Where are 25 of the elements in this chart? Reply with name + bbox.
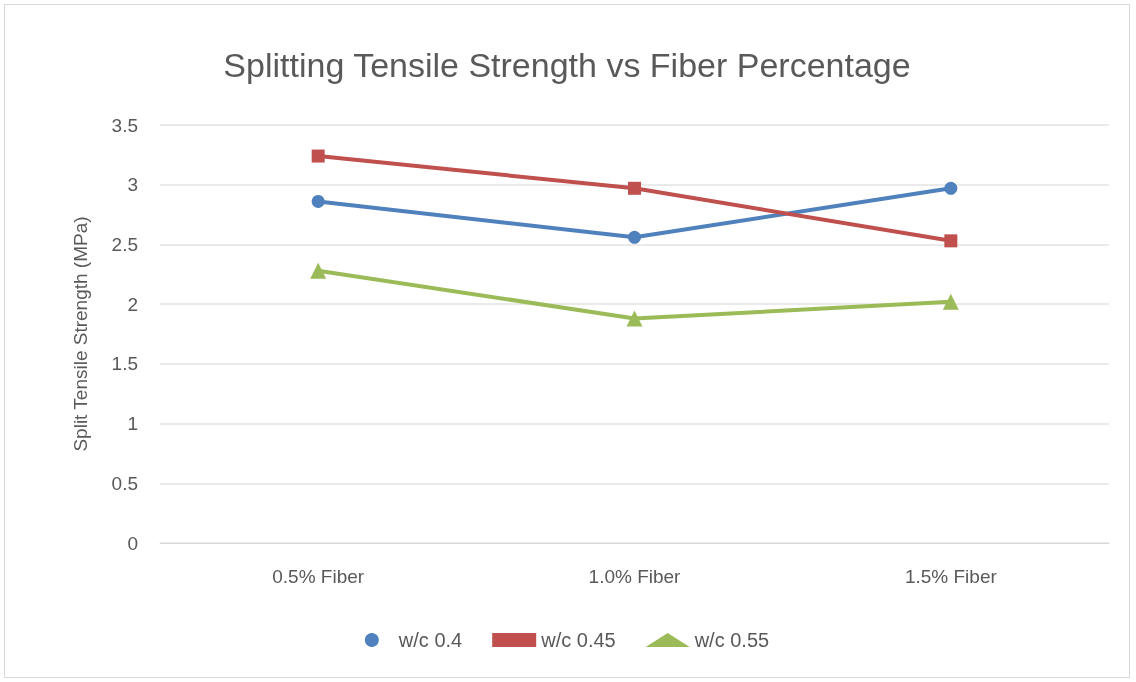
- y-tick-label: 1.5: [111, 353, 138, 375]
- x-tick-label: 1.0% Fiber: [588, 566, 682, 587]
- y-tick-label: 0.5: [111, 472, 138, 494]
- point: [942, 293, 959, 310]
- chart-title: Splitting Tensile Strength vs Fiber Percentage: [223, 46, 911, 84]
- point: [628, 230, 641, 244]
- y-tick-label: 0: [127, 532, 138, 554]
- point: [944, 234, 958, 248]
- y-tick-label: 3: [127, 174, 138, 196]
- legend-label: w/c 0.4: [397, 629, 463, 651]
- legend-label: w/c 0.45: [540, 629, 616, 651]
- point: [311, 194, 325, 208]
- legend-label: w/c 0.55: [693, 629, 770, 651]
- x-tick-label: 0.5% Fiber: [272, 566, 365, 587]
- y-tick-label: 3.5: [111, 114, 138, 136]
- point: [628, 181, 641, 195]
- point: [310, 262, 327, 279]
- point: [944, 181, 958, 195]
- y-tick-label: 2.5: [111, 233, 138, 255]
- y-axis-title: Split Tensile Strength (MPa): [70, 216, 91, 452]
- point: [626, 310, 643, 327]
- point: [311, 149, 325, 163]
- y-tick-label: 1: [127, 413, 138, 435]
- x-tick-label: 1.5% Fiber: [904, 566, 998, 587]
- y-tick-label: 2: [127, 293, 138, 315]
